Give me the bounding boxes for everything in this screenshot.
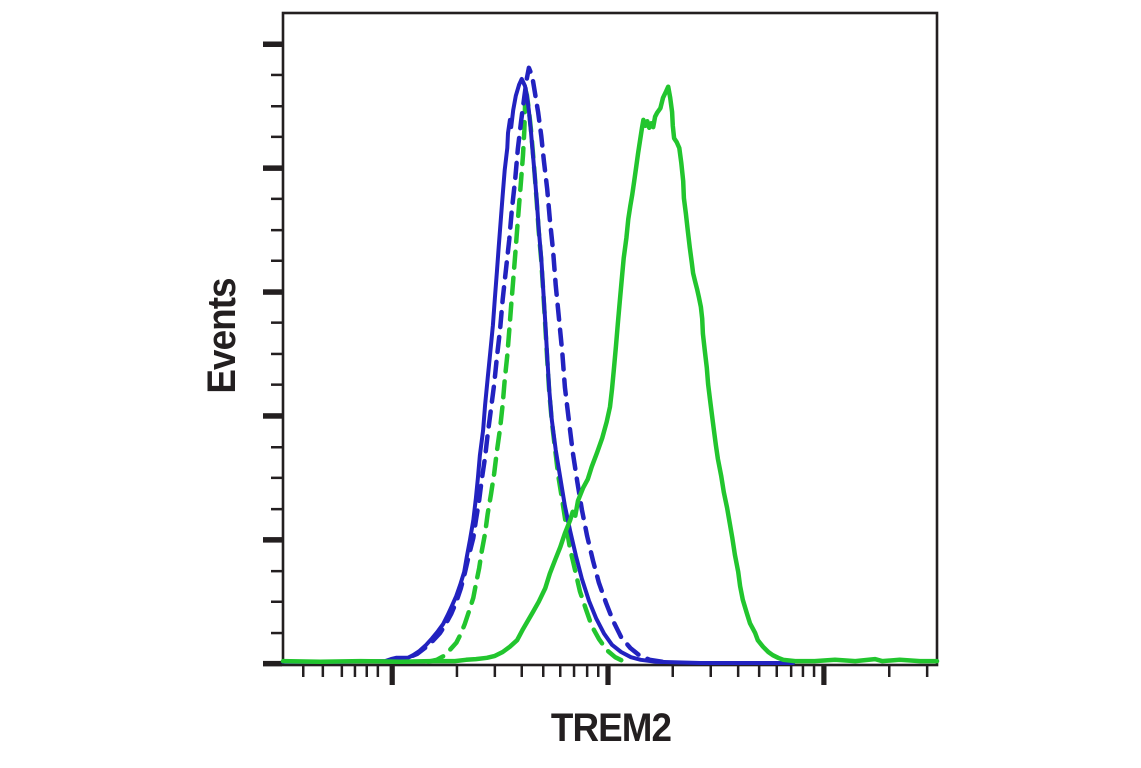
y-minor-tick: [271, 259, 282, 262]
y-axis-ticks: [263, 41, 282, 667]
y-axis-label: Events: [200, 278, 244, 394]
y-minor-tick: [271, 105, 282, 108]
x-minor-tick: [353, 666, 357, 677]
x-minor-tick: [585, 666, 589, 677]
y-major-tick: [263, 413, 282, 419]
x-minor-tick: [789, 666, 793, 677]
y-minor-tick: [271, 569, 282, 573]
y-minor-tick: [271, 631, 282, 635]
x-axis-label: TREM2: [550, 706, 672, 750]
y-minor-tick: [271, 228, 282, 232]
y-major-tick: [263, 289, 282, 295]
x-minor-tick: [775, 666, 778, 677]
green-solid-population-curve: [280, 84, 940, 664]
x-minor-tick: [597, 666, 600, 677]
x-minor-tick: [340, 666, 344, 677]
y-minor-tick: [271, 321, 282, 324]
y-minor-tick: [271, 197, 282, 201]
x-minor-tick: [321, 666, 325, 677]
plot-frame: [281, 11, 939, 667]
x-major-tick: [389, 666, 395, 685]
y-minor-tick: [271, 135, 282, 139]
green-dashed-population-curve: [425, 85, 626, 664]
x-minor-tick: [812, 666, 816, 677]
blue-dashed-population-curve: [386, 65, 665, 664]
x-minor-tick: [572, 666, 576, 677]
x-minor-tick: [888, 666, 891, 677]
x-minor-tick: [736, 666, 740, 677]
x-minor-tick: [520, 666, 523, 677]
x-major-tick: [605, 666, 611, 685]
y-minor-tick: [271, 476, 282, 480]
x-minor-tick: [302, 666, 305, 677]
x-minor-tick: [757, 666, 761, 677]
x-minor-tick: [709, 666, 712, 677]
x-axis-ticks: [302, 666, 929, 685]
y-major-tick: [263, 660, 282, 667]
x-minor-tick: [376, 666, 380, 677]
x-major-tick: [821, 666, 827, 685]
x-minor-tick: [801, 666, 805, 677]
x-minor-tick: [542, 666, 545, 677]
y-major-tick: [263, 165, 282, 171]
x-minor-tick: [559, 666, 562, 677]
y-minor-tick: [271, 352, 282, 356]
y-minor-tick: [271, 507, 282, 511]
y-minor-tick: [271, 73, 282, 77]
x-minor-tick: [671, 666, 674, 677]
x-minor-tick: [925, 666, 929, 677]
x-minor-tick: [365, 666, 368, 677]
y-major-tick: [263, 41, 282, 47]
y-minor-tick: [271, 600, 282, 603]
y-minor-tick: [271, 446, 282, 449]
y-minor-tick: [271, 383, 282, 386]
blue-solid-population-curve: [281, 76, 796, 665]
x-minor-tick: [493, 666, 497, 677]
x-minor-tick: [455, 666, 459, 677]
y-major-tick: [263, 537, 282, 543]
